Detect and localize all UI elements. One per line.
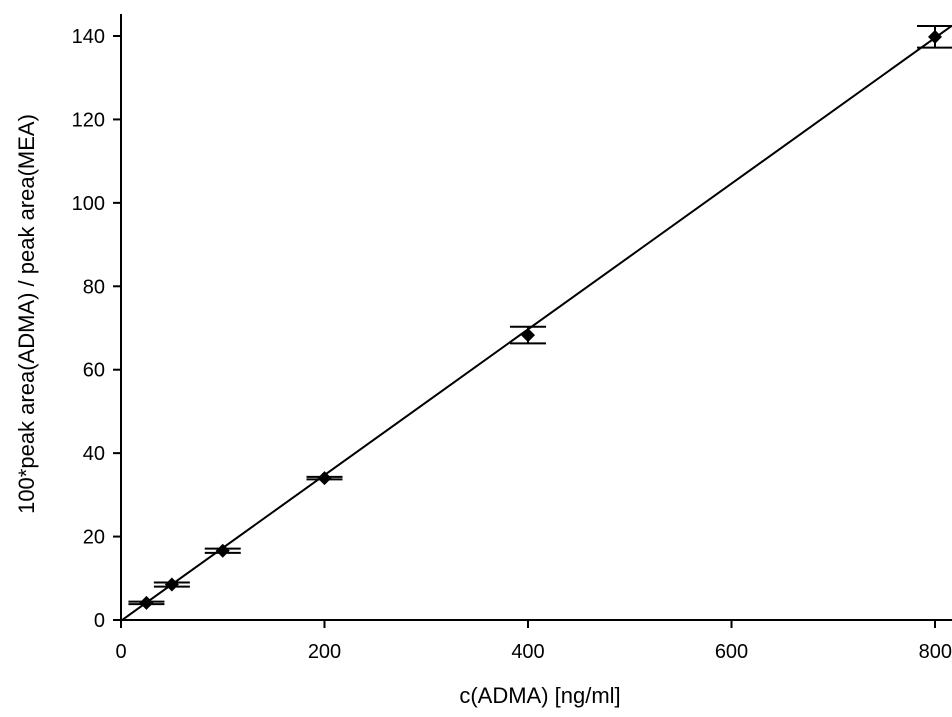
- y-ticks: 0 20 40 60 80 100 120 140: [72, 26, 121, 632]
- y-tick-label: 40: [83, 443, 105, 465]
- x-tick-label: 0: [115, 641, 126, 663]
- y-tick-label: 60: [83, 360, 105, 382]
- x-tick-label: 800: [919, 641, 952, 663]
- y-tick-label: 80: [83, 276, 105, 298]
- x-axis-label: c(ADMA) [ng/ml]: [459, 683, 620, 708]
- y-axis-label: 100*peak area(ADMA) / peak area(MEA): [14, 114, 39, 514]
- y-tick-label: 120: [72, 109, 105, 131]
- data-points: [139, 29, 942, 610]
- y-tick-label: 140: [72, 26, 105, 48]
- fit-line: [120, 25, 952, 622]
- data-point: [317, 471, 332, 486]
- y-tick-label: 100: [72, 193, 105, 215]
- data-point: [139, 595, 154, 610]
- x-tick-label: 400: [511, 641, 544, 663]
- x-tick-label: 600: [715, 641, 748, 663]
- data-point: [521, 328, 535, 343]
- data-point: [215, 543, 230, 558]
- x-tick-label: 200: [308, 641, 341, 663]
- error-bars: [128, 24, 952, 606]
- data-point: [164, 577, 179, 592]
- axes: [120, 14, 952, 621]
- fit-line-group: [120, 25, 952, 622]
- x-ticks: 0 200 400 600 800: [115, 620, 952, 663]
- data-point: [928, 29, 942, 44]
- y-tick-label: 20: [83, 527, 105, 549]
- y-tick-label: 0: [94, 610, 105, 632]
